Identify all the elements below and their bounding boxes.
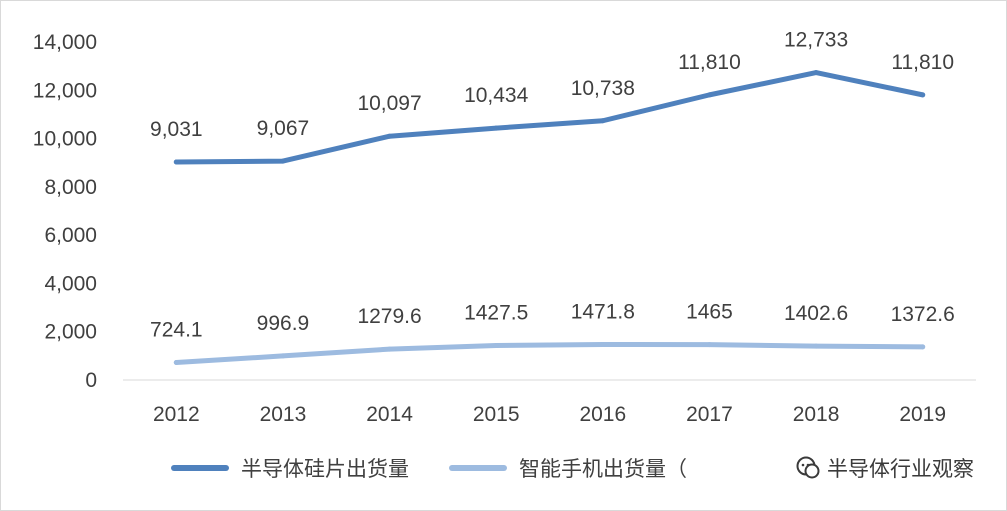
legend-item-silicon: 半导体硅片出货量 [171,453,409,483]
data-point [706,342,712,348]
data-label: 9,031 [150,118,203,141]
data-label: 724.1 [150,319,203,342]
data-label: 1471.8 [571,300,635,323]
data-label: 10,097 [357,92,421,115]
legend-label-smartphone: 智能手机出货量（ [519,457,687,481]
y-tick-label: 6,000 [44,224,97,247]
data-point [813,70,819,76]
legend-swatch-silicon [171,465,229,471]
data-label: 11,810 [891,51,954,74]
x-tick-label: 2018 [793,403,840,426]
data-point [280,353,286,359]
x-tick-label: 2019 [899,403,946,426]
x-tick-label: 2017 [686,403,733,426]
data-point [387,133,393,139]
data-label: 10,434 [464,84,529,107]
data-point [493,343,499,349]
data-point [493,125,499,131]
legend-swatch-smartphone [449,465,507,471]
x-tick-label: 2016 [579,403,626,426]
y-tick-label: 2,000 [44,321,97,344]
data-point [173,360,179,366]
y-tick-label: 10,000 [33,128,97,151]
data-label: 11,810 [678,51,741,74]
y-tick-label: 4,000 [44,272,97,295]
wechat-icon [796,456,820,479]
data-label: 10,738 [571,77,635,100]
x-tick-label: 2015 [473,403,520,426]
data-point [706,92,712,98]
data-label: 996.9 [257,312,310,335]
x-tick-label: 2013 [260,403,307,426]
data-point [813,343,819,349]
data-label: 9,067 [257,117,310,140]
legend-label-silicon: 半导体硅片出货量 [241,457,409,481]
watermark: 半导体行业观察 [795,451,974,485]
y-tick-label: 14,000 [33,31,97,54]
series-line-0 [173,70,926,165]
data-point [387,346,393,352]
series-line-1 [173,341,926,366]
data-point [920,344,926,350]
watermark-text: 半导体行业观察 [827,457,974,481]
legend: 半导体硅片出货量 智能手机出货量（ [171,451,687,485]
y-tick-label: 8,000 [44,176,97,199]
data-point [600,341,606,347]
data-label: 12,733 [784,29,848,52]
data-point [173,159,179,165]
line-chart: 0 2,000 4,000 6,000 8,000 10,000 12,000 14,000 2… [33,29,976,426]
x-tick-label: 2012 [153,403,200,426]
data-label: 1372.6 [891,303,955,326]
data-label: 1279.6 [357,305,421,328]
data-label: 1427.5 [464,302,528,325]
data-point [600,118,606,124]
data-label: 1465 [686,301,733,324]
x-tick-label: 2014 [366,403,413,426]
data-point [280,158,286,164]
data-label: 1402.6 [784,302,848,325]
data-point [920,92,926,98]
legend-item-smartphone: 智能手机出货量（ [449,453,687,483]
y-tick-label: 12,000 [33,79,97,102]
y-tick-label: 0 [85,369,97,392]
